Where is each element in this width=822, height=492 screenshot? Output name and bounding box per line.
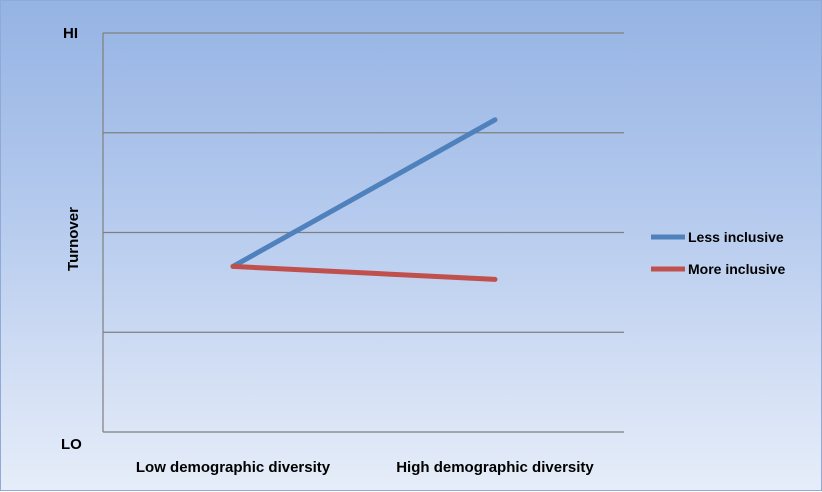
- y-tick-label-hi: HI: [63, 25, 78, 42]
- gridlines: [103, 32, 624, 333]
- x-category-label-high: High demographic diversity: [396, 459, 594, 476]
- y-tick-label-lo: LO: [61, 436, 82, 453]
- series-line-less-inclusive: [230, 117, 498, 269]
- series-line-more-inclusive: [230, 263, 498, 282]
- x-category-label-low: Low demographic diversity: [136, 459, 331, 476]
- legend: Less inclusive More inclusive: [651, 229, 785, 277]
- series-layer: [230, 117, 498, 282]
- y-axis-title: Turnover: [65, 207, 82, 271]
- legend-label-more-inclusive: More inclusive: [688, 261, 785, 277]
- legend-label-less-inclusive: Less inclusive: [688, 229, 784, 245]
